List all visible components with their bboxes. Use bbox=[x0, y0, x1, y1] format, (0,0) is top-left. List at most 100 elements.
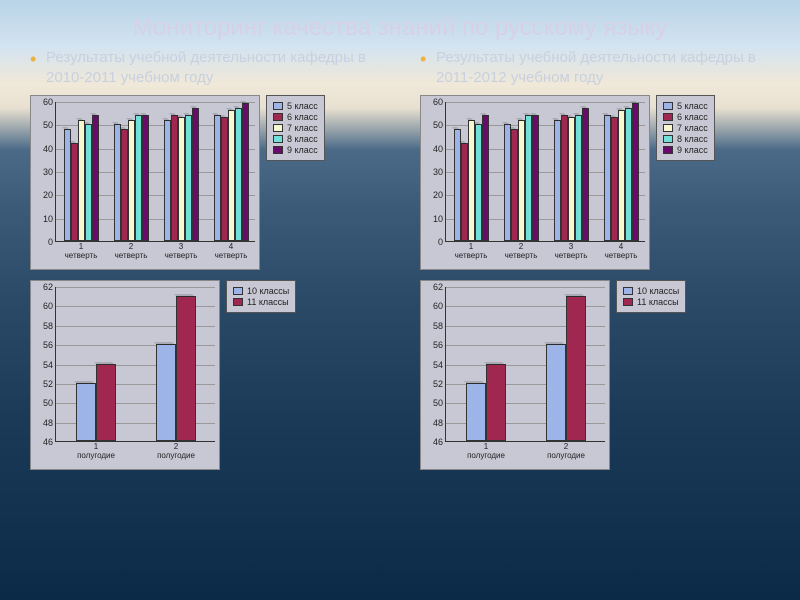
bar bbox=[121, 129, 128, 241]
y-tick-label: 50 bbox=[43, 398, 53, 408]
bar bbox=[575, 115, 582, 241]
bar bbox=[142, 115, 149, 241]
x-tick-label: 4четверть bbox=[605, 243, 638, 261]
bar-group bbox=[214, 103, 249, 241]
bar bbox=[85, 124, 92, 241]
bar bbox=[546, 344, 566, 441]
y-tick-label: 48 bbox=[433, 418, 443, 428]
x-tick-label: 2четверть bbox=[505, 243, 538, 261]
bar bbox=[568, 117, 575, 241]
legend-swatch bbox=[663, 135, 673, 143]
right-top-chart-wrap: 01020304050601четверть2четверть3четверть… bbox=[420, 95, 770, 270]
x-tick-label: 1полугодие bbox=[467, 443, 505, 461]
left-column: Результаты учебной деятельности кафедры … bbox=[30, 48, 380, 480]
bar bbox=[466, 383, 486, 441]
y-tick-label: 20 bbox=[433, 190, 443, 200]
legend-item: 10 классы bbox=[233, 286, 289, 296]
bar bbox=[171, 115, 178, 241]
bar bbox=[518, 120, 525, 241]
left-bottom-chart: 4648505254565860621полугодие2полугодие bbox=[30, 280, 220, 470]
left-top-chart: 01020304050601четверть2четверть3четверть… bbox=[30, 95, 260, 270]
legend-item: 5 класс bbox=[273, 101, 318, 111]
legend-item: 11 классы bbox=[233, 297, 289, 307]
right-top-legend: 5 класс6 класс7 класс8 класс9 класс bbox=[656, 95, 715, 161]
bar bbox=[525, 115, 532, 241]
bar-group bbox=[76, 364, 116, 442]
y-tick-label: 50 bbox=[433, 398, 443, 408]
columns: Результаты учебной деятельности кафедры … bbox=[0, 48, 800, 480]
bar bbox=[611, 117, 618, 241]
bar-group bbox=[164, 108, 199, 241]
legend-label: 6 класс bbox=[677, 112, 708, 122]
bar bbox=[454, 129, 461, 241]
bar bbox=[566, 296, 586, 441]
legend-item: 6 класс bbox=[663, 112, 708, 122]
legend-swatch bbox=[273, 102, 283, 110]
legend-swatch bbox=[663, 102, 673, 110]
bar bbox=[486, 364, 506, 442]
bar-group bbox=[64, 115, 99, 241]
bar bbox=[504, 124, 511, 241]
legend-label: 9 класс bbox=[287, 145, 318, 155]
y-tick-label: 60 bbox=[43, 301, 53, 311]
y-tick-label: 58 bbox=[43, 321, 53, 331]
bar bbox=[214, 115, 221, 241]
legend-item: 9 класс bbox=[273, 145, 318, 155]
legend-label: 9 класс bbox=[677, 145, 708, 155]
right-bottom-legend: 10 классы11 классы bbox=[616, 280, 686, 313]
plot-area: 01020304050601четверть2четверть3четверть… bbox=[445, 102, 645, 242]
plot-area: 4648505254565860621полугодие2полугодие bbox=[445, 287, 605, 442]
legend-label: 6 класс bbox=[287, 112, 318, 122]
bar bbox=[228, 110, 235, 241]
bar bbox=[92, 115, 99, 241]
y-tick-label: 54 bbox=[43, 360, 53, 370]
y-tick-label: 10 bbox=[433, 214, 443, 224]
y-tick-label: 40 bbox=[433, 144, 443, 154]
bar-group bbox=[604, 103, 639, 241]
bar bbox=[532, 115, 539, 241]
right-subtitle: Результаты учебной деятельности кафедры … bbox=[436, 48, 770, 87]
bar bbox=[554, 120, 561, 241]
right-bottom-chart-wrap: 4648505254565860621полугодие2полугодие 1… bbox=[420, 280, 770, 470]
x-tick-label: 2полугодие bbox=[547, 443, 585, 461]
plot-area: 4648505254565860621полугодие2полугодие bbox=[55, 287, 215, 442]
bar bbox=[164, 120, 171, 241]
bar-group bbox=[546, 296, 586, 441]
legend-label: 8 класс bbox=[287, 134, 318, 144]
legend-label: 7 класс bbox=[677, 123, 708, 133]
y-tick-label: 62 bbox=[433, 282, 443, 292]
y-tick-label: 46 bbox=[433, 437, 443, 447]
legend-item: 6 класс bbox=[273, 112, 318, 122]
x-tick-label: 1полугодие bbox=[77, 443, 115, 461]
plot-area: 01020304050601четверть2четверть3четверть… bbox=[55, 102, 255, 242]
left-top-chart-wrap: 01020304050601четверть2четверть3четверть… bbox=[30, 95, 380, 270]
y-tick-label: 0 bbox=[48, 237, 53, 247]
y-tick-label: 60 bbox=[433, 301, 443, 311]
bar bbox=[468, 120, 475, 241]
y-tick-label: 54 bbox=[433, 360, 443, 370]
x-tick-label: 3четверть bbox=[555, 243, 588, 261]
bar bbox=[178, 117, 185, 241]
y-tick-label: 56 bbox=[43, 340, 53, 350]
bar bbox=[192, 108, 199, 241]
gridline bbox=[56, 287, 215, 288]
legend-item: 9 класс bbox=[663, 145, 708, 155]
y-tick-label: 52 bbox=[43, 379, 53, 389]
bar-group bbox=[114, 115, 149, 241]
right-top-chart: 01020304050601четверть2четверть3четверть… bbox=[420, 95, 650, 270]
legend-swatch bbox=[273, 135, 283, 143]
legend-swatch bbox=[663, 146, 673, 154]
bar bbox=[242, 103, 249, 241]
bar bbox=[114, 124, 121, 241]
legend-label: 7 класс bbox=[287, 123, 318, 133]
bar bbox=[96, 364, 116, 442]
legend-label: 10 классы bbox=[637, 286, 679, 296]
legend-label: 11 классы bbox=[247, 297, 289, 307]
bar bbox=[511, 129, 518, 241]
y-tick-label: 60 bbox=[433, 97, 443, 107]
bar bbox=[78, 120, 85, 241]
bar-group bbox=[454, 115, 489, 241]
bar bbox=[76, 383, 96, 441]
legend-swatch bbox=[273, 124, 283, 132]
legend-item: 5 класс bbox=[663, 101, 708, 111]
